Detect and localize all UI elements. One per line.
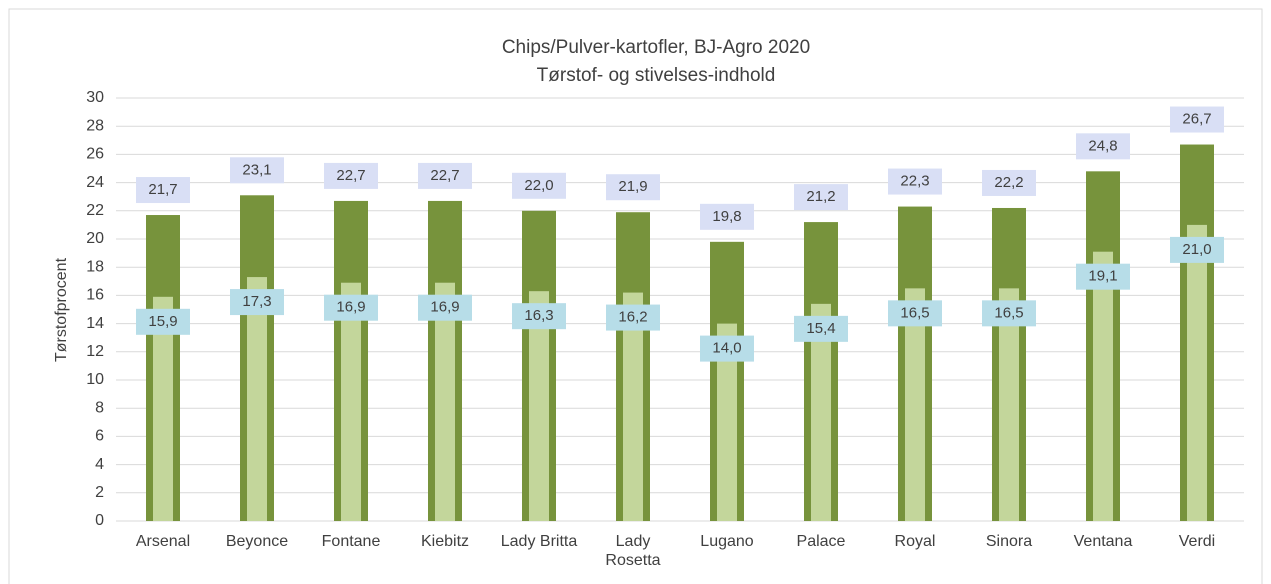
y-tick-label: 6 <box>95 428 104 445</box>
y-tick-label: 18 <box>86 258 104 275</box>
y-axis-label: Tørstofprocent <box>53 257 70 362</box>
data-label: 21,0 <box>1182 241 1211 258</box>
data-label: 21,7 <box>148 181 177 198</box>
data-label-bg <box>136 308 190 335</box>
data-label: 16,3 <box>524 307 553 324</box>
data-label: 21,2 <box>806 188 835 205</box>
y-tick-label: 20 <box>86 230 104 247</box>
data-label-bg <box>418 294 472 321</box>
y-tick-label: 2 <box>95 484 104 501</box>
bar <box>435 282 455 521</box>
data-label-bg <box>606 304 660 331</box>
data-label-bg <box>1170 106 1224 133</box>
x-tick-label: Verdi <box>1178 533 1216 550</box>
x-tick-label: Arsenal <box>135 533 191 550</box>
bar <box>1187 224 1207 521</box>
data-label: 15,4 <box>806 320 835 337</box>
y-tick-label: 0 <box>95 512 104 529</box>
data-label: 16,5 <box>994 304 1023 321</box>
data-label-bg <box>888 168 942 195</box>
data-label-bg <box>1170 236 1224 263</box>
data-label-bg <box>982 300 1036 327</box>
x-tick-label: Ventana <box>1073 533 1133 550</box>
data-label: 16,2 <box>618 309 647 326</box>
data-label: 14,0 <box>712 340 741 357</box>
data-label: 21,9 <box>618 178 647 195</box>
data-label-bg <box>606 174 660 201</box>
data-label-bg <box>794 184 848 211</box>
data-label-bg <box>700 335 754 362</box>
x-tick-label: Royal <box>894 533 936 550</box>
y-tick-label: 28 <box>86 117 104 134</box>
data-label: 22,0 <box>524 177 553 194</box>
data-label-bg <box>1076 133 1130 160</box>
data-label-bg <box>230 157 284 184</box>
data-label: 17,3 <box>242 293 271 310</box>
x-tick-label: Kiebitz <box>420 533 470 550</box>
bar <box>999 288 1019 521</box>
chart-border <box>8 8 1263 584</box>
data-label: 19,8 <box>712 208 741 225</box>
y-tick-label: 14 <box>86 315 104 332</box>
x-tick-label: Lady Britta <box>500 533 578 550</box>
chart-subtitle: Tørstof- og stivelses-indhold <box>537 65 776 86</box>
y-tick-label: 12 <box>86 343 104 360</box>
data-label: 22,3 <box>900 173 929 190</box>
bar <box>623 292 643 521</box>
y-tick-label: 30 <box>86 89 104 106</box>
data-label-bg <box>982 169 1036 196</box>
y-tick-label: 26 <box>86 146 104 163</box>
x-tick-label: Beyonce <box>225 533 289 550</box>
y-tick-label: 22 <box>86 202 104 219</box>
x-tick-label: Sinora <box>985 533 1033 550</box>
data-label-bg <box>700 203 754 230</box>
y-tick-label: 16 <box>86 287 104 304</box>
data-label-bg <box>230 289 284 316</box>
y-tick-label: 24 <box>86 174 104 191</box>
bar <box>247 277 267 521</box>
bar <box>341 282 361 521</box>
x-tick-label: Palace <box>796 533 846 550</box>
data-label: 22,2 <box>994 174 1023 191</box>
bar <box>1093 251 1113 521</box>
data-label: 22,7 <box>430 167 459 184</box>
y-tick-label: 4 <box>95 456 104 473</box>
data-label-bg <box>136 177 190 204</box>
y-tick-label: 8 <box>95 399 104 416</box>
x-tick-label: Lugano <box>700 533 754 550</box>
data-label: 16,9 <box>430 299 459 316</box>
data-label-bg <box>324 294 378 321</box>
bar <box>905 288 925 521</box>
data-label-bg <box>888 300 942 327</box>
bar <box>153 296 173 521</box>
bar <box>529 291 549 521</box>
data-label: 24,8 <box>1088 137 1117 154</box>
data-label: 16,9 <box>336 299 365 316</box>
data-label-bg <box>324 162 378 189</box>
data-label: 26,7 <box>1182 110 1211 127</box>
bar <box>811 303 831 521</box>
x-tick-label: Fontane <box>321 533 381 550</box>
x-tick-label: Lady Rosetta <box>605 533 661 569</box>
data-label: 15,9 <box>148 313 177 330</box>
y-tick-label: 10 <box>86 371 104 388</box>
data-label-bg <box>418 162 472 189</box>
bar <box>717 323 737 521</box>
data-label: 23,1 <box>242 161 271 178</box>
data-label-bg <box>794 315 848 342</box>
data-label-bg <box>512 303 566 330</box>
data-label: 22,7 <box>336 167 365 184</box>
chart-title: Chips/Pulver-kartofler, BJ-Agro 2020 <box>502 37 810 58</box>
data-label-bg <box>512 172 566 199</box>
data-label: 16,5 <box>900 304 929 321</box>
data-label: 19,1 <box>1088 268 1117 285</box>
data-label-bg <box>1076 263 1130 290</box>
